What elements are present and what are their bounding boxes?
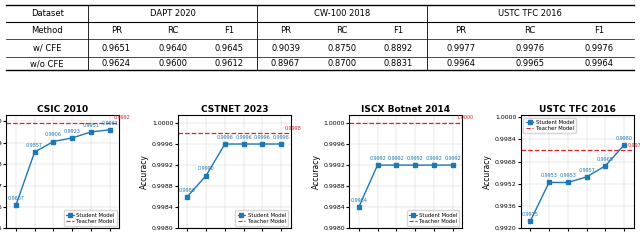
Text: 0.8831: 0.8831 bbox=[384, 59, 413, 68]
Text: RC: RC bbox=[336, 26, 348, 35]
Text: 0.9996: 0.9996 bbox=[236, 135, 252, 140]
Text: 0.9612: 0.9612 bbox=[214, 59, 244, 68]
Text: 0.9600: 0.9600 bbox=[158, 59, 187, 68]
Text: 0.9996: 0.9996 bbox=[216, 135, 233, 140]
Text: CW-100 2018: CW-100 2018 bbox=[314, 9, 370, 18]
Text: 0.9645: 0.9645 bbox=[214, 44, 244, 53]
Title: CSTNET 2023: CSTNET 2023 bbox=[200, 105, 268, 114]
Text: RC: RC bbox=[167, 26, 179, 35]
Legend: Student Model, Teacher Model: Student Model, Teacher Model bbox=[236, 210, 288, 226]
Text: 0.9976: 0.9976 bbox=[584, 44, 614, 53]
Text: 0.9992: 0.9992 bbox=[426, 156, 442, 161]
Text: PR: PR bbox=[456, 26, 467, 35]
Text: 0.9996: 0.9996 bbox=[273, 135, 290, 140]
Title: USTC TFC 2016: USTC TFC 2016 bbox=[539, 105, 616, 114]
Text: w/o CFE: w/o CFE bbox=[31, 59, 64, 68]
Text: 0.9923: 0.9923 bbox=[64, 129, 81, 134]
Text: 0.9996: 0.9996 bbox=[254, 135, 271, 140]
Text: 0.9906: 0.9906 bbox=[45, 132, 62, 137]
Text: 0.8967: 0.8967 bbox=[271, 59, 300, 68]
Text: 0.9977: 0.9977 bbox=[447, 44, 476, 53]
Text: 0.9998: 0.9998 bbox=[285, 126, 301, 131]
Text: 0.8750: 0.8750 bbox=[328, 44, 356, 53]
Y-axis label: Accuracy: Accuracy bbox=[483, 154, 492, 189]
Text: 0.9953: 0.9953 bbox=[559, 173, 576, 178]
Legend: Student Model, Teacher Model: Student Model, Teacher Model bbox=[407, 210, 460, 226]
Text: 0.9953: 0.9953 bbox=[541, 173, 557, 178]
Text: 0.9607: 0.9607 bbox=[7, 196, 24, 201]
Text: 0.9992: 0.9992 bbox=[388, 156, 404, 161]
Text: 0.9925: 0.9925 bbox=[522, 212, 539, 217]
Text: 0.9992: 0.9992 bbox=[369, 156, 386, 161]
Title: CSIC 2010: CSIC 2010 bbox=[37, 105, 88, 114]
Text: Dataset: Dataset bbox=[31, 9, 63, 18]
Y-axis label: Accuracy: Accuracy bbox=[140, 154, 149, 189]
Text: 0.9039: 0.9039 bbox=[271, 44, 300, 53]
Text: PR: PR bbox=[280, 26, 291, 35]
Text: DAPT 2020: DAPT 2020 bbox=[150, 9, 196, 18]
Text: 0.9957: 0.9957 bbox=[578, 168, 595, 173]
Text: 0.9651: 0.9651 bbox=[102, 44, 131, 53]
Text: F1: F1 bbox=[224, 26, 234, 35]
Text: 0.9961: 0.9961 bbox=[101, 121, 118, 126]
Text: 0.9964: 0.9964 bbox=[584, 59, 614, 68]
Text: 0.9640: 0.9640 bbox=[158, 44, 187, 53]
Text: 0.9965: 0.9965 bbox=[597, 157, 614, 162]
Text: 1.0000: 1.0000 bbox=[456, 115, 474, 120]
Text: F1: F1 bbox=[394, 26, 403, 35]
Title: ISCX Botnet 2014: ISCX Botnet 2014 bbox=[361, 105, 451, 114]
Text: 0.9992: 0.9992 bbox=[113, 115, 131, 120]
Legend: Student Model, Teacher Model: Student Model, Teacher Model bbox=[524, 118, 576, 133]
Text: 0.9964: 0.9964 bbox=[447, 59, 476, 68]
Text: 0.9951: 0.9951 bbox=[83, 123, 99, 128]
Text: F1: F1 bbox=[594, 26, 604, 35]
Text: 0.9986: 0.9986 bbox=[179, 188, 196, 192]
Text: 0.9990: 0.9990 bbox=[198, 166, 214, 171]
Text: 0.9980: 0.9980 bbox=[616, 136, 632, 141]
Text: USTC TFC 2016: USTC TFC 2016 bbox=[498, 9, 562, 18]
Text: 0.9965: 0.9965 bbox=[516, 59, 545, 68]
Text: 0.9976: 0.9976 bbox=[516, 44, 545, 53]
Legend: Student Model, Teacher Model: Student Model, Teacher Model bbox=[64, 210, 116, 226]
Text: RC: RC bbox=[524, 26, 536, 35]
Text: 0.9857: 0.9857 bbox=[26, 143, 43, 148]
Y-axis label: Accuracy: Accuracy bbox=[312, 154, 321, 189]
Text: 0.8892: 0.8892 bbox=[384, 44, 413, 53]
Text: 0.9992: 0.9992 bbox=[444, 156, 461, 161]
Text: 0.9984: 0.9984 bbox=[350, 198, 367, 203]
Text: 0.9992: 0.9992 bbox=[407, 156, 424, 161]
Text: Method: Method bbox=[31, 26, 63, 35]
Text: 0.9624: 0.9624 bbox=[102, 59, 131, 68]
Text: 0.8700: 0.8700 bbox=[328, 59, 356, 68]
Text: 0.9976: 0.9976 bbox=[628, 143, 640, 148]
Text: w/ CFE: w/ CFE bbox=[33, 44, 61, 53]
Text: PR: PR bbox=[111, 26, 122, 35]
